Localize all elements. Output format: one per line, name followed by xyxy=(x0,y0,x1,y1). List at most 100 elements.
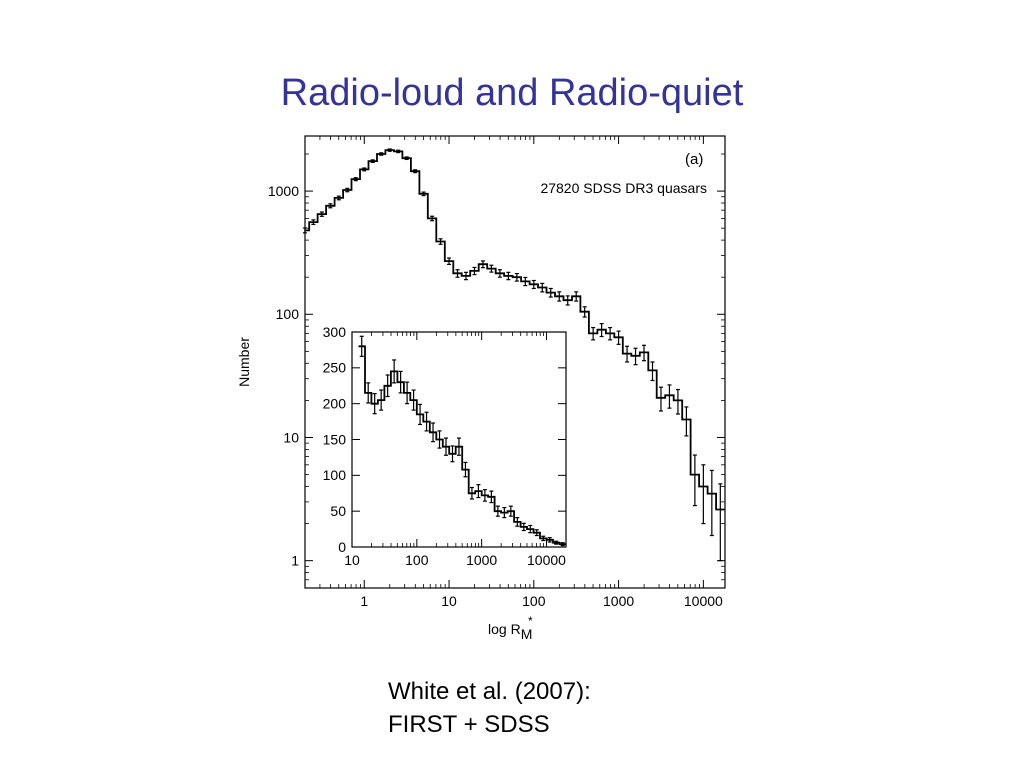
main-error-bar xyxy=(328,203,333,209)
inset-error-bar xyxy=(418,403,423,426)
main-error-bar xyxy=(506,271,511,281)
main-error-bar xyxy=(599,323,604,338)
inset-error-bar xyxy=(476,484,481,499)
inset-error-bar xyxy=(489,490,494,504)
main-error-bar xyxy=(582,306,587,318)
main-error-bar xyxy=(387,148,392,152)
inset-error-bar xyxy=(534,529,539,537)
inset-error-bar xyxy=(424,411,429,432)
main-error-bar xyxy=(531,279,536,290)
main-error-bar xyxy=(540,282,545,293)
inset-error-bar xyxy=(528,524,533,534)
inset-error-bar xyxy=(450,445,455,463)
main-error-bar xyxy=(667,384,672,409)
main-y-tick-label: 1 xyxy=(291,553,299,569)
main-error-bar xyxy=(565,295,570,306)
inset-y-tick-label: 150 xyxy=(323,431,347,447)
main-error-bar xyxy=(455,269,460,278)
main-error-bar xyxy=(362,167,367,172)
inset-error-bar xyxy=(515,517,520,527)
inset-x-tick-label: 100 xyxy=(405,552,429,568)
inset-error-bar xyxy=(495,505,500,517)
inset-error-bar xyxy=(541,535,546,542)
main-error-bar xyxy=(591,326,596,341)
inset-y-tick-label: 100 xyxy=(323,467,347,483)
inset-error-bar xyxy=(405,381,410,405)
inset-error-bar xyxy=(437,430,442,449)
inset-x-tick-label: 10000 xyxy=(527,552,566,568)
main-error-bar xyxy=(709,469,714,537)
citation: White et al. (2007): FIRST + SDSS xyxy=(388,675,591,741)
inset-error-bar xyxy=(379,389,384,411)
inset-y-tick-label: 0 xyxy=(338,539,346,555)
main-error-bar xyxy=(379,152,384,156)
inset-histogram xyxy=(358,335,566,547)
main-error-bar xyxy=(480,260,485,269)
main-x-tick-label: 10000 xyxy=(684,593,723,609)
inset-error-bar xyxy=(359,335,364,357)
main-x-tick-label: 1 xyxy=(360,593,368,609)
main-error-bar xyxy=(447,257,452,266)
main-error-bar xyxy=(675,388,680,415)
main-y-tick-label: 1000 xyxy=(268,183,299,199)
main-error-bar xyxy=(302,227,307,234)
main-error-bar xyxy=(574,291,579,302)
main-error-bar xyxy=(421,191,426,197)
main-error-bar xyxy=(608,326,613,341)
main-error-bar xyxy=(616,330,621,345)
main-x-tick-label: 1000 xyxy=(603,593,634,609)
main-error-bar xyxy=(642,344,647,362)
inset-error-bar xyxy=(372,393,377,415)
main-y-tick-label: 10 xyxy=(283,429,299,445)
main-error-bar xyxy=(345,187,350,193)
main-error-bar xyxy=(353,177,358,182)
inset-axes: 10 100 1000 10000 0 50 100 150 200 250 300 xyxy=(323,324,567,568)
main-error-bar xyxy=(658,386,663,412)
x-axis-label-main: log R xyxy=(488,621,521,637)
main-error-bar xyxy=(311,219,316,226)
inset-error-bar xyxy=(444,437,449,456)
main-x-tick-label: 100 xyxy=(522,593,546,609)
sample-annotation: 27820 SDSS DR3 quasars xyxy=(540,180,707,196)
main-error-bar xyxy=(396,149,401,154)
inset-y-tick-label: 300 xyxy=(323,324,347,340)
x-axis-label-sup: * xyxy=(528,614,533,628)
inset-error-bar xyxy=(411,389,416,411)
main-error-bar xyxy=(489,264,494,273)
inset-y-tick-label: 50 xyxy=(330,503,346,519)
main-y-tick-label: 100 xyxy=(276,306,300,322)
inset-error-bar xyxy=(366,382,371,404)
inset-error-bar xyxy=(456,437,461,456)
inset-y-tick-label: 250 xyxy=(323,360,347,376)
citation-line-2: FIRST + SDSS xyxy=(388,711,550,738)
main-error-bar xyxy=(463,271,468,281)
main-error-bar xyxy=(430,215,435,222)
inset-error-bar xyxy=(502,506,507,519)
inset-x-tick-label: 1000 xyxy=(466,552,497,568)
main-error-bar xyxy=(633,347,638,366)
slide-title: Radio-loud and Radio-quiet xyxy=(280,72,744,114)
main-error-bar xyxy=(701,464,706,525)
main-error-bar xyxy=(497,269,502,278)
main-error-bar xyxy=(336,195,341,201)
x-axis-label: log RM xyxy=(488,621,532,642)
main-histogram xyxy=(302,148,725,562)
inset-error-bar xyxy=(508,505,513,517)
main-error-bar xyxy=(692,454,697,507)
inset-error-bar xyxy=(392,359,397,384)
inset-error-bar xyxy=(398,370,403,394)
main-error-bar xyxy=(684,406,689,437)
main-error-bar xyxy=(319,211,324,217)
inset-error-bar xyxy=(385,374,390,398)
inset-error-bar xyxy=(521,522,526,532)
inset-error-bar xyxy=(463,461,468,478)
y-axis-label: Number xyxy=(236,337,252,387)
inset-x-tick-label: 10 xyxy=(344,552,360,568)
main-error-bar xyxy=(404,156,409,161)
inset-error-bar xyxy=(431,422,436,443)
main-error-bar xyxy=(514,272,519,282)
main-error-bar xyxy=(625,345,630,363)
inset-y-tick-label: 200 xyxy=(323,396,347,412)
main-error-bar xyxy=(438,238,443,245)
